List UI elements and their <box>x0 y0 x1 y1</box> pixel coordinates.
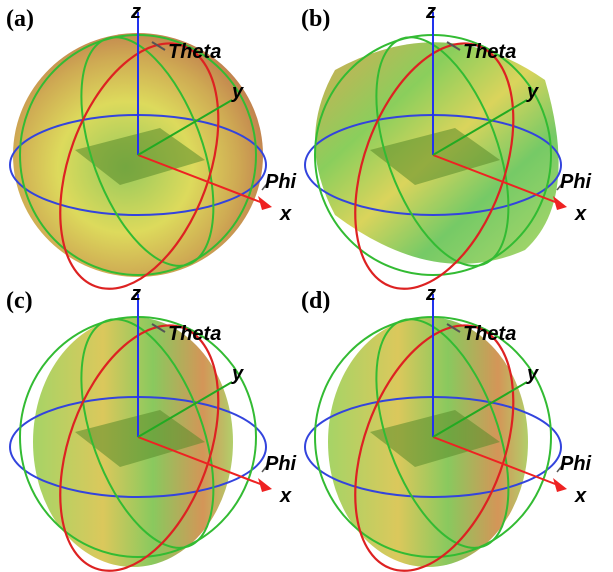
z-label: z <box>130 1 141 23</box>
theta-label: Theta <box>168 323 221 345</box>
x-arrow <box>258 478 272 492</box>
figure: (a)zThetayPhix(b)zThetayPhix(c)zThetayPh… <box>0 0 613 572</box>
x-label: x <box>279 203 292 225</box>
x-arrow <box>553 196 567 210</box>
z-label: z <box>425 283 436 305</box>
x-label: x <box>279 485 292 507</box>
z-label: z <box>130 283 141 305</box>
y-label: y <box>526 363 539 385</box>
x-label: x <box>574 485 587 507</box>
phi-label: Phi <box>265 453 297 475</box>
theta-label: Theta <box>168 41 221 63</box>
y-label: y <box>231 363 244 385</box>
phi-label: Phi <box>560 453 592 475</box>
theta-label: Theta <box>463 41 516 63</box>
x-arrow <box>553 478 567 492</box>
x-arrow <box>258 196 272 210</box>
z-label: z <box>425 1 436 23</box>
panel-label: (a) <box>6 6 34 32</box>
panel-label: (d) <box>301 288 330 314</box>
theta-label: Theta <box>463 323 516 345</box>
panel-label: (c) <box>6 288 33 314</box>
y-label: y <box>231 81 244 103</box>
phi-label: Phi <box>265 171 297 193</box>
x-label: x <box>574 203 587 225</box>
y-label: y <box>526 81 539 103</box>
panel-label: (b) <box>301 6 330 32</box>
phi-label: Phi <box>560 171 592 193</box>
